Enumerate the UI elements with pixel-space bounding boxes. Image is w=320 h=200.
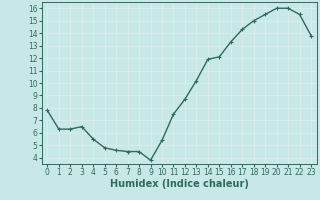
X-axis label: Humidex (Indice chaleur): Humidex (Indice chaleur) (110, 179, 249, 189)
